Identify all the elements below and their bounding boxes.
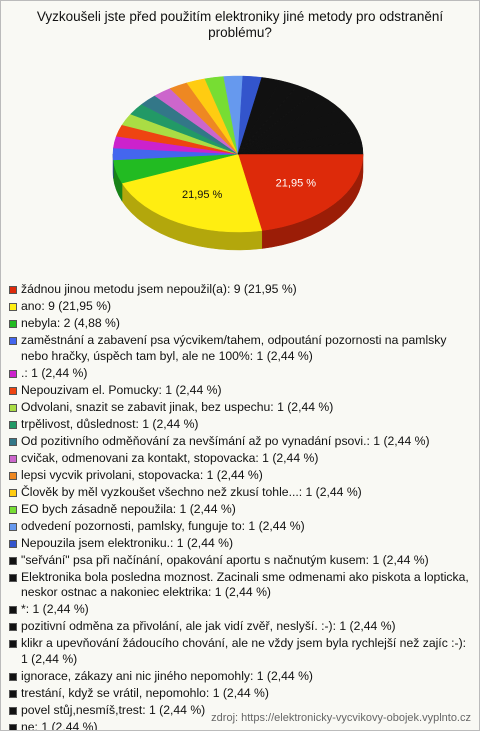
legend-item: *: 1 (2,44 %) bbox=[9, 602, 473, 618]
legend-swatch bbox=[9, 320, 17, 328]
legend-label: EO bych zásadně nepoužila: 1 (2,44 %) bbox=[21, 501, 236, 516]
legend-swatch bbox=[9, 672, 17, 681]
legend-item: "seřvání" psa při načínání, opakování ap… bbox=[9, 553, 473, 569]
legend-swatch bbox=[9, 723, 17, 730]
legend-item: trestání, když se vrátil, nepomohlo: 1 (… bbox=[9, 686, 473, 702]
legend-swatch bbox=[9, 539, 17, 548]
legend-label: Od pozitivního odměňování za nevšímání a… bbox=[21, 433, 430, 448]
legend-item: odvedení pozornosti, pamlsky, funguje to… bbox=[9, 519, 473, 535]
legend-label: ignorace, zákazy ani nic jiného nepomohl… bbox=[21, 668, 313, 683]
legend-item: Nepouzila jsem elektroniku.: 1 (2,44 %) bbox=[9, 536, 473, 552]
legend-swatch bbox=[9, 303, 17, 311]
legend-item: povel stůj,nesmíš,trest: 1 (2,44 %) bbox=[9, 703, 473, 719]
legend-item: Člověk by měl vyzkoušet všechno než zkus… bbox=[9, 485, 473, 501]
legend-label: zaměstnání a zabavení psa výcvikem/tahem… bbox=[21, 333, 447, 363]
legend-label: žádnou jinou metodu jsem nepoužil(a): 9 … bbox=[21, 282, 297, 296]
legend-item: ano: 9 (21,95 %) bbox=[9, 299, 473, 315]
legend-item: trpělivost, důslednost: 1 (2,44 %) bbox=[9, 417, 473, 433]
legend-item: Nepouzivam el. Pomucky: 1 (2,44 %) bbox=[9, 383, 473, 399]
legend-label: .: 1 (2,44 %) bbox=[21, 365, 88, 380]
legend-label: Elektronika bola posledna moznost. Zacin… bbox=[21, 569, 469, 600]
legend-label: nebyla: 2 (4,88 %) bbox=[21, 316, 120, 330]
legend: žádnou jinou metodu jsem nepoužil(a): 9 … bbox=[9, 282, 473, 731]
legend-swatch bbox=[9, 437, 17, 446]
legend-swatch bbox=[9, 623, 17, 631]
legend-swatch bbox=[9, 706, 17, 715]
legend-item: Od pozitivního odměňování za nevšímání a… bbox=[9, 434, 473, 450]
legend-item: Odvolani, snazit se zabavit jinak, bez u… bbox=[9, 400, 473, 416]
legend-label: *: 1 (2,44 %) bbox=[21, 602, 89, 616]
pie-area: 21,95 % 21,95 % bbox=[112, 75, 364, 251]
legend-label: Nepouzivam el. Pomucky: 1 (2,44 %) bbox=[21, 382, 222, 397]
legend-swatch bbox=[9, 505, 17, 514]
legend-item: cvičak, odmenovani za kontakt, stopovack… bbox=[9, 451, 473, 467]
legend-label: trpělivost, důslednost: 1 (2,44 %) bbox=[21, 416, 199, 431]
slice-label: 21,95 % bbox=[182, 189, 223, 201]
legend-label: Odvolani, snazit se zabavit jinak, bez u… bbox=[21, 399, 334, 414]
legend-swatch bbox=[9, 522, 17, 531]
legend-swatch bbox=[9, 286, 17, 294]
legend-label: ano: 9 (21,95 %) bbox=[21, 299, 112, 313]
legend-item: zaměstnání a zabavení psa výcvikem/tahem… bbox=[9, 333, 473, 364]
slice-label: 21,95 % bbox=[276, 178, 317, 190]
legend-item: lepsi vycvik privolani, stopovacka: 1 (2… bbox=[9, 468, 473, 484]
legend-swatch bbox=[9, 488, 17, 497]
chart-title: Vyzkoušeli jste před použitím elektronik… bbox=[36, 9, 444, 40]
source-note: zdroj: https://elektronicky-vycvikovy-ob… bbox=[211, 712, 471, 724]
legend-item: pozitivní odměna za přivolání, ale jak v… bbox=[9, 619, 473, 635]
pie-slice bbox=[237, 141, 364, 155]
legend-swatch bbox=[9, 471, 17, 480]
legend-label: pozitivní odměna za přivolání, ale jak v… bbox=[21, 619, 396, 633]
legend-label: odvedení pozornosti, pamlsky, funguje to… bbox=[21, 518, 305, 533]
legend-label: ne: 1 (2,44 %) bbox=[21, 719, 98, 731]
legend-swatch bbox=[9, 386, 17, 395]
legend-item: EO bych zásadně nepoužila: 1 (2,44 %) bbox=[9, 502, 473, 518]
legend-item: .: 1 (2,44 %) bbox=[9, 366, 473, 382]
legend-item: ignorace, zákazy ani nic jiného nepomohl… bbox=[9, 669, 473, 685]
legend-swatch bbox=[9, 640, 17, 648]
legend-label: Člověk by měl vyzkoušet všechno než zkus… bbox=[21, 484, 362, 499]
legend-swatch bbox=[9, 337, 17, 345]
legend-swatch bbox=[9, 689, 17, 698]
pie-slice bbox=[237, 153, 364, 231]
legend-swatch bbox=[9, 369, 17, 378]
legend-label: cvičak, odmenovani za kontakt, stopovack… bbox=[21, 450, 319, 465]
legend-item: Elektronika bola posledna moznost. Zacin… bbox=[9, 570, 473, 601]
legend-swatch bbox=[9, 606, 17, 614]
legend-label: lepsi vycvik privolani, stopovacka: 1 (2… bbox=[21, 467, 263, 482]
legend-item: žádnou jinou metodu jsem nepoužil(a): 9 … bbox=[9, 282, 473, 298]
legend-swatch bbox=[9, 454, 17, 463]
legend-swatch bbox=[9, 420, 17, 429]
legend-label: Nepouzila jsem elektroniku.: 1 (2,44 %) bbox=[21, 535, 234, 550]
legend-item: ne: 1 (2,44 %) bbox=[9, 719, 473, 731]
legend-label: klikr a upevňování žádoucího chování, al… bbox=[21, 636, 467, 666]
legend-swatch bbox=[9, 556, 17, 565]
legend-label: "seřvání" psa při načínání, opakování ap… bbox=[21, 552, 429, 567]
legend-label: povel stůj,nesmíš,trest: 1 (2,44 %) bbox=[21, 702, 206, 717]
legend-item: nebyla: 2 (4,88 %) bbox=[9, 316, 473, 332]
legend-swatch bbox=[9, 403, 17, 412]
legend-label: trestání, když se vrátil, nepomohlo: 1 (… bbox=[21, 685, 269, 700]
pie-slice bbox=[121, 153, 263, 233]
legend-item: klikr a upevňování žádoucího chování, al… bbox=[9, 636, 473, 667]
legend-swatch bbox=[9, 573, 17, 582]
